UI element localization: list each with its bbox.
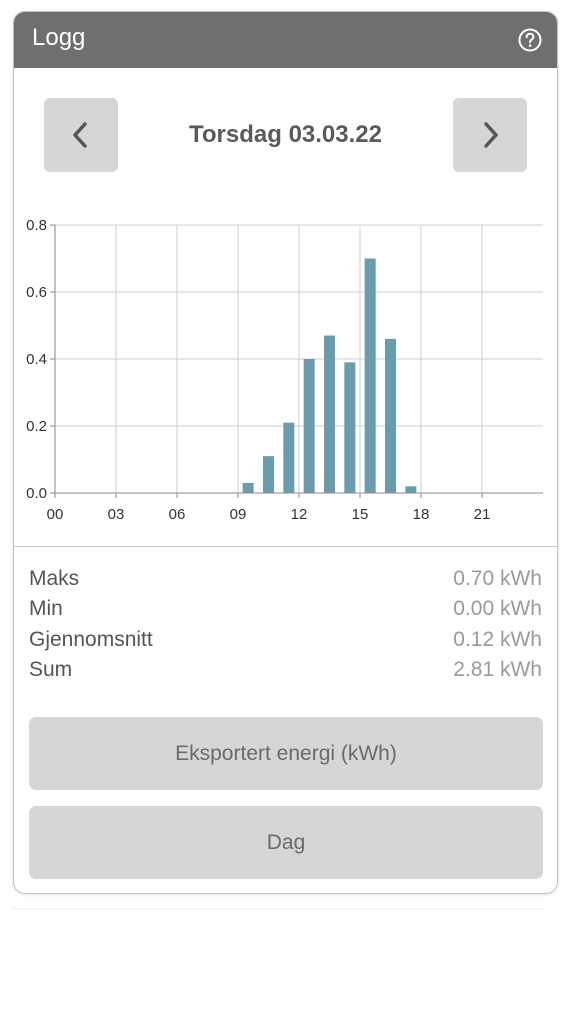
x-tick-label: 21 xyxy=(474,506,491,523)
log-card: Logg Torsdag 03.03.22 0.0 0.2 0.4 0.6 0.8 00 0… xyxy=(13,11,558,894)
chevron-left-icon xyxy=(73,122,87,148)
chart-bar xyxy=(263,456,274,493)
stat-row: Sum 2.81 kWh xyxy=(29,658,542,688)
previous-day-button[interactable] xyxy=(44,98,118,172)
y-tick-label: 0.2 xyxy=(26,418,47,435)
chevron-right-icon xyxy=(484,122,498,148)
chart-bar xyxy=(344,362,356,493)
x-tick-label: 00 xyxy=(47,506,64,523)
period-button[interactable]: Dag xyxy=(29,806,543,879)
x-tick-label: 09 xyxy=(230,506,247,523)
y-tick-label: 0.4 xyxy=(26,351,47,368)
chart-bar xyxy=(242,482,254,493)
stat-label: Min xyxy=(29,597,63,620)
stat-label: Sum xyxy=(29,658,73,681)
energy-type-button[interactable]: Eksportert energi (kWh) xyxy=(29,717,543,790)
stat-label: Gjennomsnitt xyxy=(29,628,153,651)
next-day-button[interactable] xyxy=(453,98,527,172)
chart-bar xyxy=(324,335,335,493)
y-tick-label: 0.6 xyxy=(26,284,47,301)
bottom-divider xyxy=(13,908,545,909)
stat-label: Maks xyxy=(29,567,80,590)
x-tick-label: 12 xyxy=(291,506,308,523)
x-tick-label: 18 xyxy=(413,506,430,523)
divider xyxy=(14,546,557,547)
help-circle-icon[interactable] xyxy=(517,27,543,53)
chart-bar xyxy=(385,338,396,493)
stat-value: 0.12 kWh xyxy=(453,628,542,651)
chart-bar xyxy=(283,422,295,493)
date-title: Torsdag 03.03.22 xyxy=(189,121,382,148)
stat-value: 0.70 kWh xyxy=(453,567,542,590)
y-tick-label: 0.8 xyxy=(26,217,47,234)
chart-bar xyxy=(405,486,417,493)
stat-row: Maks 0.70 kWh xyxy=(29,567,542,597)
x-tick-label: 15 xyxy=(352,506,369,523)
header-title: Logg xyxy=(32,24,86,51)
stat-row: Gjennomsnitt 0.12 kWh xyxy=(29,628,542,658)
stat-value: 0.00 kWh xyxy=(453,597,542,620)
y-tick-label: 0.0 xyxy=(26,485,47,502)
chart-bar xyxy=(303,359,315,493)
stat-value: 2.81 kWh xyxy=(453,658,542,681)
stat-row: Min 0.00 kWh xyxy=(29,597,542,627)
x-tick-label: 06 xyxy=(169,506,186,523)
header-bar: Logg xyxy=(14,12,557,68)
chart-bar xyxy=(364,258,376,493)
energy-bar-chart: 0.0 0.2 0.4 0.6 0.8 00 03 06 09 12 15 18 21 xyxy=(26,217,543,523)
x-tick-label: 03 xyxy=(108,506,125,523)
